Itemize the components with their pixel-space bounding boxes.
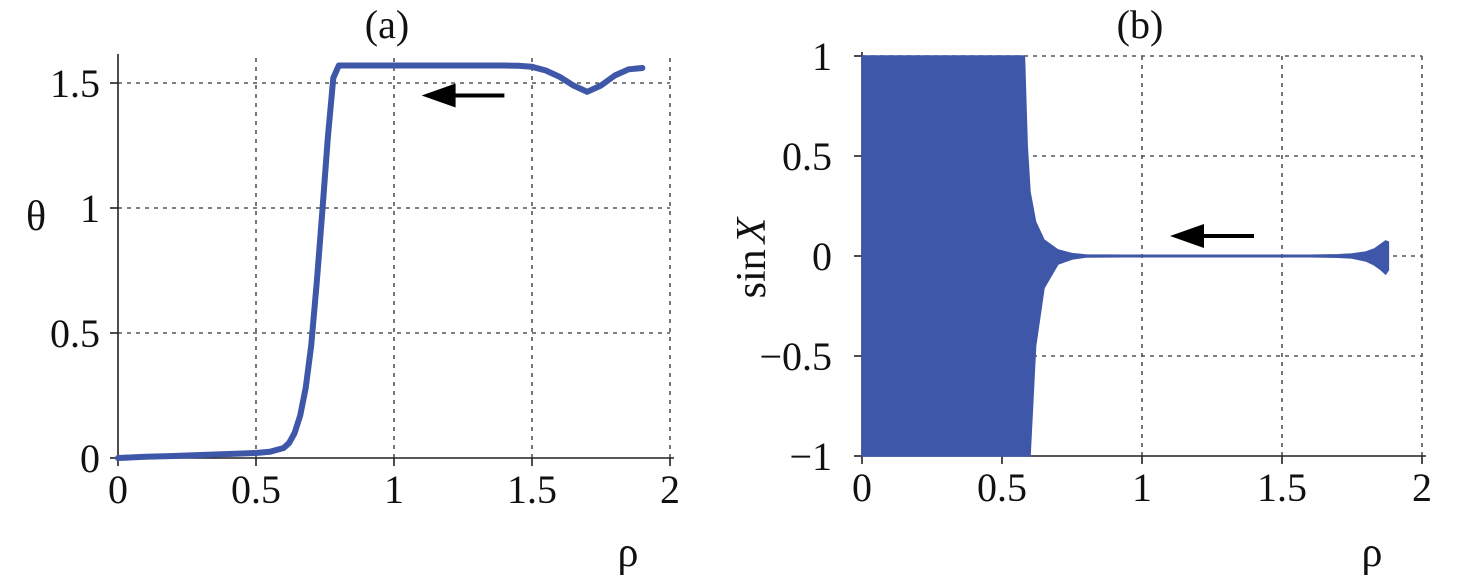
panel-a-ylabel: θ: [26, 194, 46, 240]
panel-b-ylabel: sin X: [729, 215, 775, 298]
y-tick-label-0: 0: [80, 436, 100, 481]
arrow-head: [1170, 224, 1204, 248]
panel-b-title: (b): [1117, 2, 1164, 47]
x-tick-label-1: 0.5: [231, 467, 281, 512]
ylabel-var: X: [729, 215, 775, 245]
y-tick-label-1: 0.5: [50, 311, 100, 356]
panel-b-tick-labels: 0 0.5 1 1.5 2 −1 −0.5 0 0.5 1: [759, 34, 1432, 510]
y-tick-label-0: −1: [789, 434, 832, 479]
arrow-head: [421, 83, 456, 108]
y-tick-label-1: −0.5: [759, 334, 832, 379]
panel-b-sinx-plot: (b) 0 0.5 1 1.5 2 −1 −0.5 0 0.5 1 sin X ρ: [729, 2, 1432, 576]
panel-a-grid: [118, 58, 671, 458]
panel-a-tick-labels: 0 0.5 1 1.5 2 0 0.5 1 1.5: [50, 61, 680, 512]
y-tick-label-3: 0.5: [782, 134, 832, 179]
panel-b-series: [861, 55, 1390, 457]
y-tick-label-4: 1: [812, 34, 832, 79]
direction-arrow: [421, 83, 505, 108]
x-tick-label-3: 1.5: [1257, 465, 1307, 510]
x-tick-label-3: 1.5: [507, 467, 557, 512]
theta-curve: [115, 62, 646, 461]
panel-a-annotation: [421, 83, 505, 108]
panel-a-axes: [110, 54, 674, 466]
ylabel-func: sin: [729, 249, 775, 298]
x-tick-label-4: 2: [660, 467, 680, 512]
x-tick-label-4: 2: [1412, 465, 1432, 510]
x-tick-label-2: 1: [384, 467, 404, 512]
panel-a-xlabel: ρ: [618, 530, 639, 576]
y-tick-label-2: 1: [80, 186, 100, 231]
y-tick-label-2: 0: [812, 234, 832, 279]
x-tick-label-2: 1: [1132, 465, 1152, 510]
x-tick-label-0: 0: [108, 467, 128, 512]
direction-arrow: [1170, 224, 1254, 248]
panel-b-xlabel: ρ: [1362, 530, 1383, 576]
y-tick-label-3: 1.5: [50, 61, 100, 106]
panel-a-theta-plot: (a) 0 0.5 1 1.5 2 0 0.5 1 1.5 θ ρ: [26, 2, 680, 576]
panel-a-series: [115, 62, 646, 461]
panel-a-title: (a): [365, 2, 409, 47]
panel-b-annotation: [1170, 224, 1254, 248]
x-tick-label-1: 0.5: [977, 465, 1027, 510]
x-tick-label-0: 0: [852, 465, 872, 510]
